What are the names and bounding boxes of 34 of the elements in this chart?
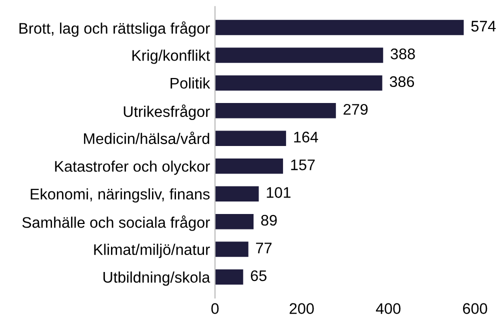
y-tick-label: Medicin/hälsa/vård xyxy=(84,132,210,144)
data-label: 157 xyxy=(291,160,315,170)
bar xyxy=(215,48,384,63)
y-tick-label: Ekonomi, näringsliv, finans xyxy=(30,188,210,203)
y-tick-label: Brott, lag och rättsliga frågor xyxy=(19,21,210,37)
y-tick-label: Klimat/miljö/natur xyxy=(94,244,210,258)
data-label: 386 xyxy=(390,76,414,88)
y-tick-label: Krig/konflikt xyxy=(132,50,210,64)
bar xyxy=(215,158,284,174)
data-label: 388 xyxy=(390,48,415,60)
bar xyxy=(215,214,254,230)
bar xyxy=(215,20,464,36)
bar xyxy=(215,186,259,202)
data-label: 279 xyxy=(344,104,368,115)
bar xyxy=(215,75,382,91)
x-tick-label: 0 xyxy=(211,303,219,314)
x-tick-label: 200 xyxy=(290,303,314,314)
bar xyxy=(215,269,244,285)
data-label: 77 xyxy=(256,242,272,254)
y-tick-label: Utbildning/skola xyxy=(103,272,210,286)
data-label: 89 xyxy=(261,214,277,226)
x-tick-label: 400 xyxy=(376,303,400,314)
data-label: 574 xyxy=(471,20,496,32)
bar xyxy=(215,130,286,146)
data-label: 65 xyxy=(250,270,266,282)
y-tick-label: Politik xyxy=(170,77,210,89)
y-tick-label: Samhälle och sociala frågor xyxy=(22,215,210,231)
y-tick-label: Katastrofer och olyckor xyxy=(55,160,210,175)
bar xyxy=(215,103,336,118)
x-tick-label: 600 xyxy=(463,303,488,314)
bar xyxy=(215,242,248,257)
data-label: 164 xyxy=(294,132,318,142)
y-tick-label: Utrikesfrågor xyxy=(124,104,210,120)
data-label: 101 xyxy=(266,187,290,198)
